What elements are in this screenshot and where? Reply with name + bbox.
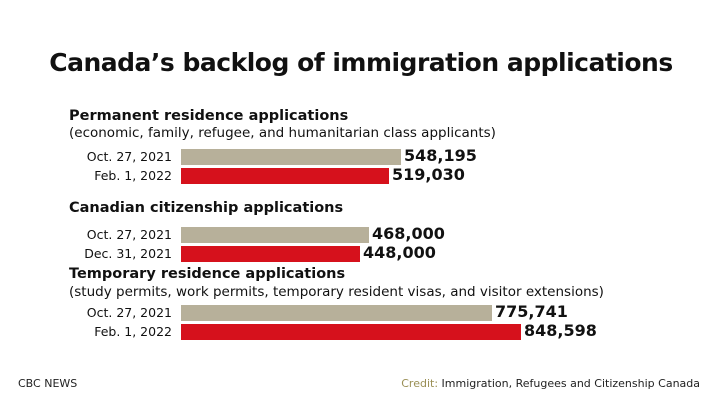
- bar: [181, 305, 492, 321]
- bar-value-label: 548,195: [404, 146, 477, 165]
- chart-title: Canada’s backlog of immigration applicat…: [49, 48, 673, 77]
- bar: [181, 324, 521, 340]
- group-title: Canadian citizenship applications: [69, 200, 344, 216]
- bar: [181, 168, 389, 184]
- bar-value-label: 519,030: [392, 165, 465, 184]
- group-subtitle: (economic, family, refugee, and humanita…: [69, 125, 496, 141]
- bar-date-label: Feb. 1, 2022: [94, 168, 172, 183]
- bar-value-label: 468,000: [372, 224, 445, 243]
- bar: [181, 149, 401, 165]
- bar-date-label: Oct. 27, 2021: [86, 227, 172, 242]
- bar-date-label: Dec. 31, 2021: [84, 246, 172, 261]
- group-subtitle: (study permits, work permits, temporary …: [69, 284, 604, 300]
- group-title: Temporary residence applications: [69, 266, 346, 282]
- footer-credit: Credit: Immigration, Refugees and Citize…: [401, 377, 700, 390]
- bar-date-label: Oct. 27, 2021: [86, 305, 172, 320]
- footer-brand: CBC NEWS: [18, 377, 78, 390]
- bar: [181, 246, 360, 262]
- bar-value-label: 775,741: [495, 302, 568, 321]
- bar-date-label: Feb. 1, 2022: [94, 324, 172, 339]
- bar-date-label: Oct. 27, 2021: [86, 149, 172, 164]
- group-title: Permanent residence applications: [69, 108, 349, 124]
- bar-value-label: 448,000: [363, 243, 436, 262]
- bar-value-label: 848,598: [524, 321, 597, 340]
- credit-label: Credit:: [401, 377, 439, 390]
- credit-source: Immigration, Refugees and Citizenship Ca…: [441, 377, 700, 390]
- bar: [181, 227, 369, 243]
